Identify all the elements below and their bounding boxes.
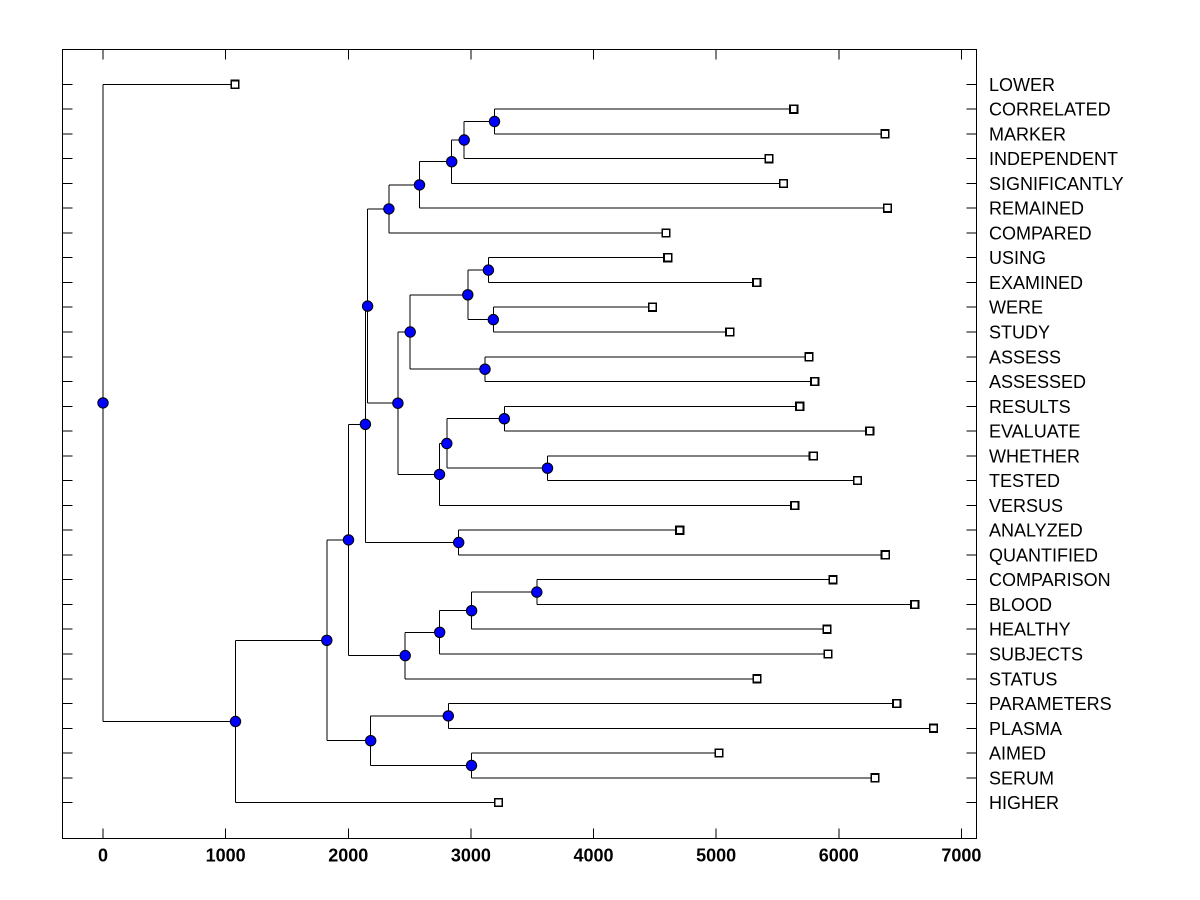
svg-text:PLASMA: PLASMA [989, 719, 1062, 739]
svg-text:3000: 3000 [451, 846, 491, 866]
svg-text:MARKER: MARKER [989, 124, 1066, 144]
svg-text:PARAMETERS: PARAMETERS [989, 694, 1112, 714]
svg-text:REMAINED: REMAINED [989, 199, 1084, 219]
svg-text:VERSUS: VERSUS [989, 496, 1063, 516]
svg-text:INDEPENDENT: INDEPENDENT [989, 149, 1118, 169]
svg-text:SIGNIFICANTLY: SIGNIFICANTLY [989, 174, 1124, 194]
svg-text:EXAMINED: EXAMINED [989, 273, 1083, 293]
svg-text:WERE: WERE [989, 298, 1043, 318]
svg-text:SERUM: SERUM [989, 768, 1054, 788]
svg-text:RESULTS: RESULTS [989, 397, 1071, 417]
svg-text:ASSESS: ASSESS [989, 347, 1061, 367]
svg-text:CORRELATED: CORRELATED [989, 100, 1111, 120]
svg-text:7000: 7000 [941, 846, 981, 866]
svg-text:AIMED: AIMED [989, 744, 1046, 764]
svg-text:USING: USING [989, 248, 1046, 268]
svg-text:ASSESSED: ASSESSED [989, 372, 1086, 392]
svg-text:2000: 2000 [328, 846, 368, 866]
svg-text:0: 0 [98, 846, 108, 866]
svg-text:ANALYZED: ANALYZED [989, 521, 1083, 541]
svg-text:HEALTHY: HEALTHY [989, 620, 1071, 640]
svg-text:WHETHER: WHETHER [989, 446, 1080, 466]
svg-text:EVALUATE: EVALUATE [989, 422, 1080, 442]
svg-text:1000: 1000 [206, 846, 246, 866]
svg-text:SUBJECTS: SUBJECTS [989, 645, 1083, 665]
svg-text:TESTED: TESTED [989, 471, 1060, 491]
svg-text:STATUS: STATUS [989, 669, 1057, 689]
svg-text:LOWER: LOWER [989, 75, 1055, 95]
svg-text:STUDY: STUDY [989, 323, 1050, 343]
svg-text:6000: 6000 [819, 846, 859, 866]
svg-text:5000: 5000 [696, 846, 736, 866]
svg-text:4000: 4000 [573, 846, 613, 866]
svg-text:COMPARED: COMPARED [989, 223, 1092, 243]
svg-text:BLOOD: BLOOD [989, 595, 1052, 615]
svg-text:COMPARISON: COMPARISON [989, 570, 1111, 590]
svg-text:QUANTIFIED: QUANTIFIED [989, 545, 1098, 565]
svg-text:HIGHER: HIGHER [989, 793, 1059, 813]
